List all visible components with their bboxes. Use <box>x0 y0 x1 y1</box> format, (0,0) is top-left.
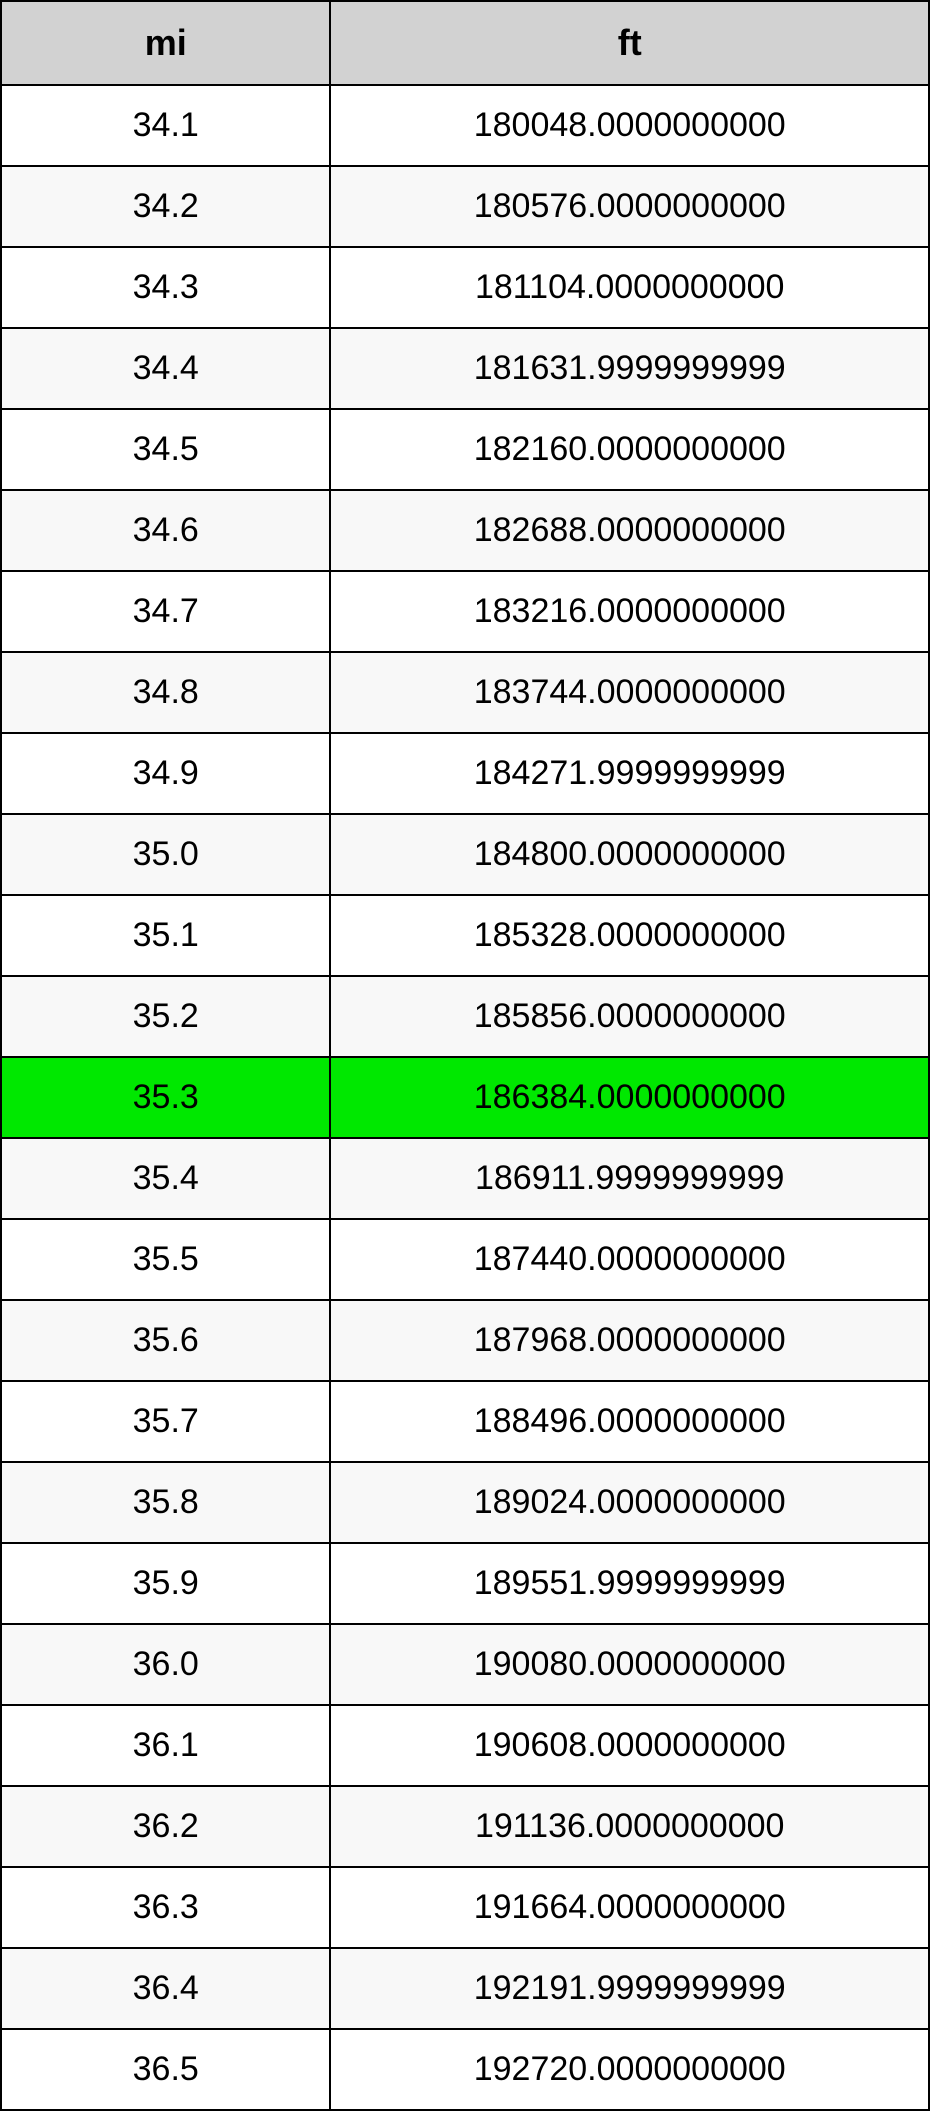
cell-mi: 35.4 <box>1 1138 330 1219</box>
table-row: 34.3 181104.0000000000 <box>1 247 929 328</box>
table-row: 35.7 188496.0000000000 <box>1 1381 929 1462</box>
cell-ft: 186911.9999999999 <box>330 1138 929 1219</box>
table-row: 34.8 183744.0000000000 <box>1 652 929 733</box>
table-row: 35.4 186911.9999999999 <box>1 1138 929 1219</box>
table-row: 34.2 180576.0000000000 <box>1 166 929 247</box>
cell-ft: 189551.9999999999 <box>330 1543 929 1624</box>
cell-mi: 35.1 <box>1 895 330 976</box>
cell-ft: 190080.0000000000 <box>330 1624 929 1705</box>
cell-mi: 34.6 <box>1 490 330 571</box>
column-header-mi: mi <box>1 1 330 85</box>
table-row-highlighted: 35.3 186384.0000000000 <box>1 1057 929 1138</box>
cell-mi: 34.5 <box>1 409 330 490</box>
cell-mi: 35.5 <box>1 1219 330 1300</box>
cell-mi: 36.2 <box>1 1786 330 1867</box>
cell-ft: 187440.0000000000 <box>330 1219 929 1300</box>
cell-mi: 35.2 <box>1 976 330 1057</box>
table-row: 36.5 192720.0000000000 <box>1 2029 929 2110</box>
cell-mi: 34.8 <box>1 652 330 733</box>
cell-mi: 34.1 <box>1 85 330 166</box>
table-row: 34.5 182160.0000000000 <box>1 409 929 490</box>
cell-ft: 182688.0000000000 <box>330 490 929 571</box>
table-row: 35.5 187440.0000000000 <box>1 1219 929 1300</box>
table-row: 35.2 185856.0000000000 <box>1 976 929 1057</box>
cell-ft: 189024.0000000000 <box>330 1462 929 1543</box>
cell-ft: 188496.0000000000 <box>330 1381 929 1462</box>
cell-ft: 192191.9999999999 <box>330 1948 929 2029</box>
cell-mi: 35.0 <box>1 814 330 895</box>
cell-mi: 34.2 <box>1 166 330 247</box>
cell-ft: 186384.0000000000 <box>330 1057 929 1138</box>
cell-mi: 36.1 <box>1 1705 330 1786</box>
table-row: 36.3 191664.0000000000 <box>1 1867 929 1948</box>
cell-ft: 191136.0000000000 <box>330 1786 929 1867</box>
cell-ft: 192720.0000000000 <box>330 2029 929 2110</box>
table-header-row: mi ft <box>1 1 929 85</box>
table-row: 36.0 190080.0000000000 <box>1 1624 929 1705</box>
cell-ft: 184271.9999999999 <box>330 733 929 814</box>
column-header-ft: ft <box>330 1 929 85</box>
table-row: 34.1 180048.0000000000 <box>1 85 929 166</box>
cell-ft: 190608.0000000000 <box>330 1705 929 1786</box>
table-row: 35.0 184800.0000000000 <box>1 814 929 895</box>
cell-mi: 34.9 <box>1 733 330 814</box>
table-row: 34.6 182688.0000000000 <box>1 490 929 571</box>
cell-mi: 36.0 <box>1 1624 330 1705</box>
table-row: 34.7 183216.0000000000 <box>1 571 929 652</box>
table-row: 36.2 191136.0000000000 <box>1 1786 929 1867</box>
table-row: 34.4 181631.9999999999 <box>1 328 929 409</box>
cell-ft: 181631.9999999999 <box>330 328 929 409</box>
cell-mi: 34.4 <box>1 328 330 409</box>
table-row: 34.9 184271.9999999999 <box>1 733 929 814</box>
table-row: 36.4 192191.9999999999 <box>1 1948 929 2029</box>
table-row: 35.8 189024.0000000000 <box>1 1462 929 1543</box>
cell-mi: 34.3 <box>1 247 330 328</box>
cell-mi: 35.6 <box>1 1300 330 1381</box>
cell-mi: 36.5 <box>1 2029 330 2110</box>
cell-ft: 182160.0000000000 <box>330 409 929 490</box>
cell-ft: 184800.0000000000 <box>330 814 929 895</box>
cell-ft: 185328.0000000000 <box>330 895 929 976</box>
table-body: 34.1 180048.0000000000 34.2 180576.00000… <box>1 85 929 2110</box>
table-row: 35.1 185328.0000000000 <box>1 895 929 976</box>
cell-mi: 34.7 <box>1 571 330 652</box>
cell-mi: 35.9 <box>1 1543 330 1624</box>
cell-ft: 183744.0000000000 <box>330 652 929 733</box>
cell-ft: 180576.0000000000 <box>330 166 929 247</box>
cell-mi: 35.8 <box>1 1462 330 1543</box>
cell-mi: 36.3 <box>1 1867 330 1948</box>
table-row: 36.1 190608.0000000000 <box>1 1705 929 1786</box>
cell-ft: 185856.0000000000 <box>330 976 929 1057</box>
cell-mi: 36.4 <box>1 1948 330 2029</box>
table-row: 35.9 189551.9999999999 <box>1 1543 929 1624</box>
cell-ft: 183216.0000000000 <box>330 571 929 652</box>
cell-ft: 187968.0000000000 <box>330 1300 929 1381</box>
table-row: 35.6 187968.0000000000 <box>1 1300 929 1381</box>
cell-mi: 35.7 <box>1 1381 330 1462</box>
cell-mi: 35.3 <box>1 1057 330 1138</box>
cell-ft: 180048.0000000000 <box>330 85 929 166</box>
conversion-table: mi ft 34.1 180048.0000000000 34.2 180576… <box>0 0 930 2111</box>
cell-ft: 181104.0000000000 <box>330 247 929 328</box>
cell-ft: 191664.0000000000 <box>330 1867 929 1948</box>
